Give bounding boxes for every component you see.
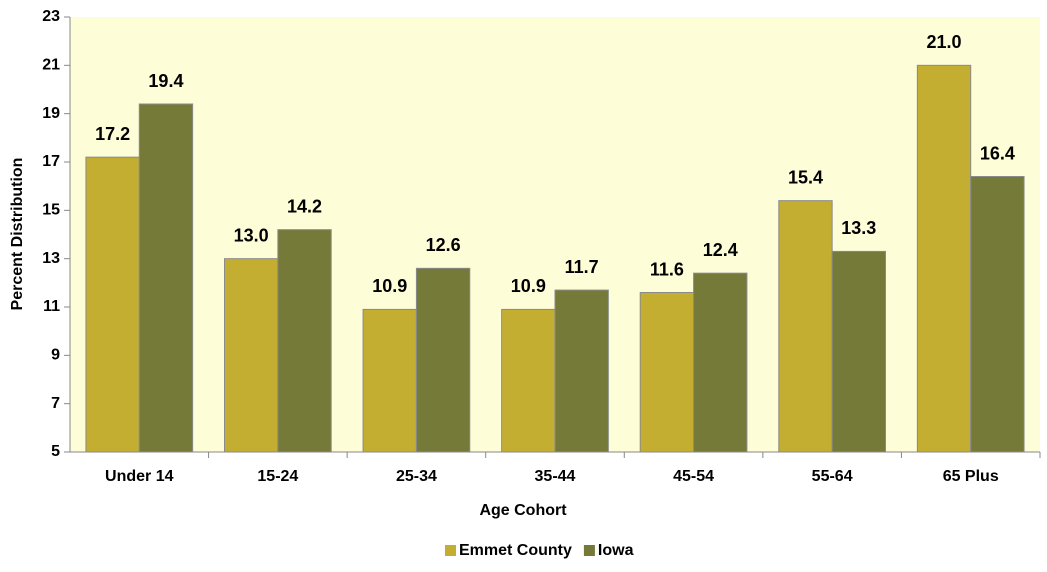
bar <box>639 292 695 453</box>
bar <box>277 229 332 453</box>
legend-label: Emmet County <box>459 542 572 559</box>
bar <box>778 200 833 453</box>
bar <box>138 103 194 453</box>
value-label: 10.9 <box>372 276 407 296</box>
y-tick-label: 19 <box>42 105 60 122</box>
x-tick-label: Under 14 <box>105 468 174 485</box>
x-tick-label: 45-54 <box>673 468 714 485</box>
bar <box>501 308 556 453</box>
value-label: 11.6 <box>650 259 684 279</box>
value-label: 19.4 <box>148 71 183 91</box>
x-tick-label: 35-44 <box>535 468 576 485</box>
legend-swatch <box>445 545 456 556</box>
value-label: 13.0 <box>234 225 269 245</box>
x-tick-label: 55-64 <box>812 468 853 485</box>
y-tick-label: 23 <box>42 8 60 25</box>
value-label: 10.9 <box>511 276 546 296</box>
value-label: 21.0 <box>927 32 962 52</box>
x-tick-label: 25-34 <box>396 468 437 485</box>
value-label: 17.2 <box>95 124 130 144</box>
value-label: 13.3 <box>841 218 876 238</box>
legend-swatch <box>583 545 595 556</box>
y-tick-label: 15 <box>42 202 60 219</box>
value-label: 12.6 <box>426 235 461 255</box>
value-label: 14.2 <box>287 196 322 216</box>
y-tick-label: 5 <box>51 443 60 460</box>
bar <box>970 176 1025 453</box>
bar <box>693 272 748 453</box>
bar <box>916 64 972 453</box>
bar <box>415 267 471 453</box>
bar <box>554 289 609 453</box>
value-label: 15.4 <box>788 167 823 187</box>
value-label: 12.4 <box>703 240 738 260</box>
y-axis-title: Percent Distribution <box>9 158 26 311</box>
x-tick-label: 15-24 <box>257 468 298 485</box>
x-axis-title: Age Cohort <box>479 502 567 519</box>
bar <box>831 250 886 453</box>
bar <box>224 258 279 453</box>
bar <box>85 156 140 453</box>
y-tick-label: 17 <box>42 153 60 170</box>
y-tick-label: 7 <box>51 395 60 412</box>
bar <box>362 308 417 453</box>
x-tick-label: 65 Plus <box>943 468 999 485</box>
value-label: 16.4 <box>980 143 1015 163</box>
value-label: 11.7 <box>565 257 599 277</box>
y-tick-label: 13 <box>42 250 60 267</box>
y-tick-label: 9 <box>51 347 60 364</box>
legend-label: Iowa <box>598 542 634 559</box>
y-tick-label: 21 <box>42 57 60 74</box>
y-tick-label: 11 <box>43 298 60 315</box>
